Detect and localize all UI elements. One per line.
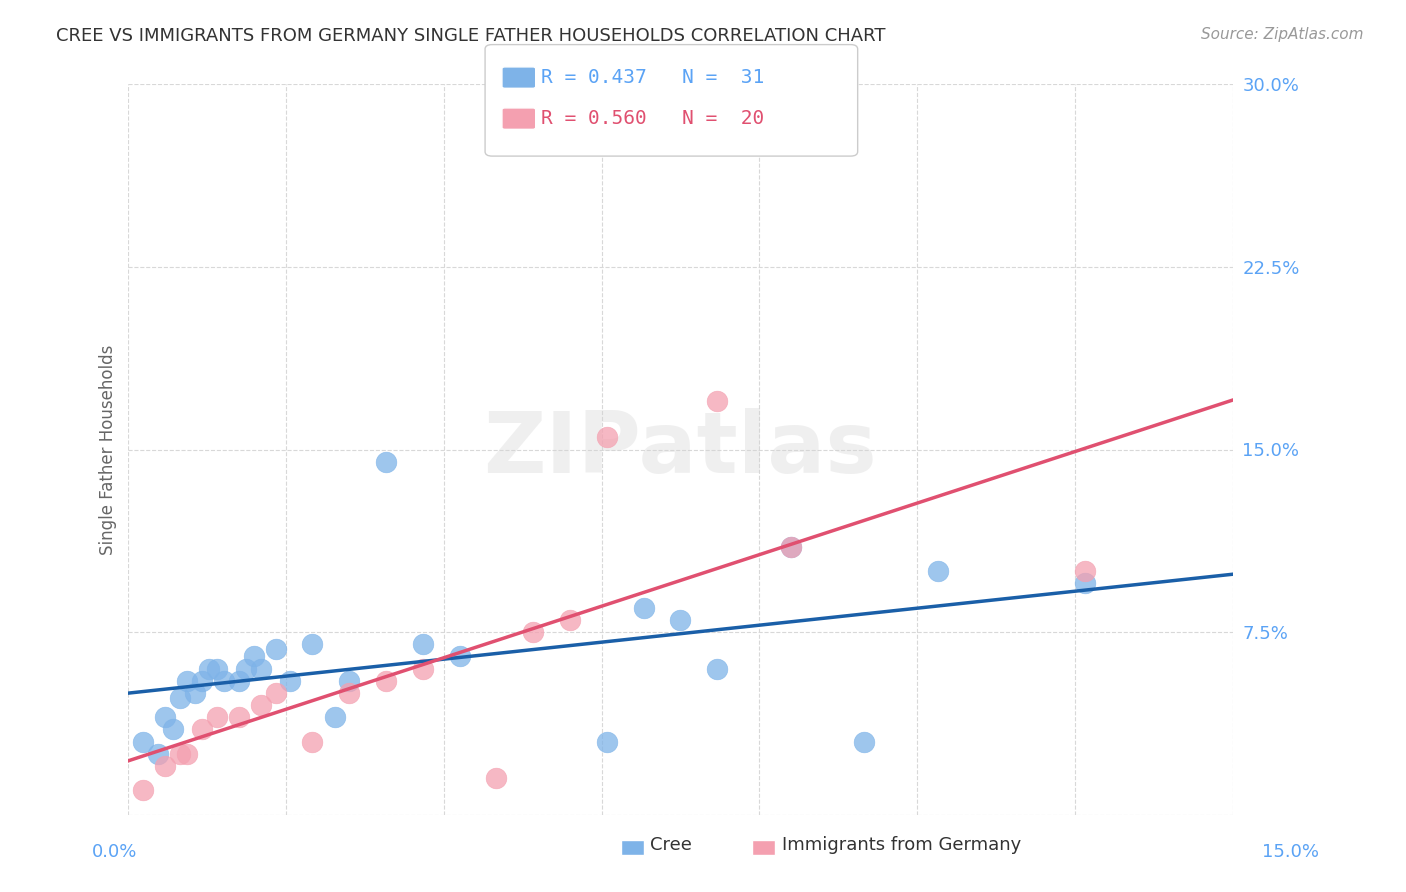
Point [264, 686, 287, 700]
Point [191, 723, 214, 737]
Point [228, 673, 250, 688]
Point [1074, 576, 1097, 591]
Point [205, 661, 228, 675]
Point [212, 673, 235, 688]
Point [155, 759, 177, 773]
Text: R = 0.437   N =  31: R = 0.437 N = 31 [541, 68, 765, 87]
Point [485, 771, 508, 785]
Point [706, 393, 728, 408]
Point [228, 710, 250, 724]
Point [412, 637, 434, 651]
Text: ZIPatlas: ZIPatlas [484, 408, 877, 491]
Point [198, 661, 221, 675]
Point [176, 673, 198, 688]
Text: Source: ZipAtlas.com: Source: ZipAtlas.com [1201, 27, 1364, 42]
Point [449, 649, 471, 664]
Point [375, 673, 398, 688]
Point [633, 600, 655, 615]
Point [301, 637, 323, 651]
Point [235, 661, 257, 675]
Point [853, 734, 876, 748]
Text: R = 0.560   N =  20: R = 0.560 N = 20 [541, 109, 765, 128]
Point [780, 540, 803, 554]
Point [155, 710, 177, 724]
Point [337, 673, 360, 688]
Point [183, 686, 205, 700]
Point [927, 564, 949, 578]
Point [558, 613, 581, 627]
Point [146, 747, 169, 761]
Point [205, 710, 228, 724]
Point [412, 661, 434, 675]
Point [169, 690, 191, 705]
Point [169, 747, 191, 761]
Point [132, 734, 155, 748]
Point [596, 734, 619, 748]
Point [301, 734, 323, 748]
Text: Immigrants from Germany: Immigrants from Germany [782, 836, 1021, 854]
Point [162, 723, 184, 737]
Point [250, 661, 273, 675]
Point [1074, 564, 1097, 578]
Point [323, 710, 346, 724]
Text: 15.0%: 15.0% [1261, 843, 1319, 861]
Point [242, 649, 264, 664]
Point [706, 661, 728, 675]
Point [176, 747, 198, 761]
Point [522, 625, 544, 640]
Text: 0.0%: 0.0% [91, 843, 136, 861]
Point [280, 673, 302, 688]
Point [264, 642, 287, 657]
Text: Cree: Cree [650, 836, 692, 854]
Point [337, 686, 360, 700]
Point [191, 673, 214, 688]
Point [250, 698, 273, 712]
Point [132, 783, 155, 797]
Text: CREE VS IMMIGRANTS FROM GERMANY SINGLE FATHER HOUSEHOLDS CORRELATION CHART: CREE VS IMMIGRANTS FROM GERMANY SINGLE F… [56, 27, 886, 45]
Point [596, 430, 619, 444]
Point [780, 540, 803, 554]
Point [375, 455, 398, 469]
Y-axis label: Single Father Households: Single Father Households [100, 344, 117, 555]
Point [669, 613, 692, 627]
